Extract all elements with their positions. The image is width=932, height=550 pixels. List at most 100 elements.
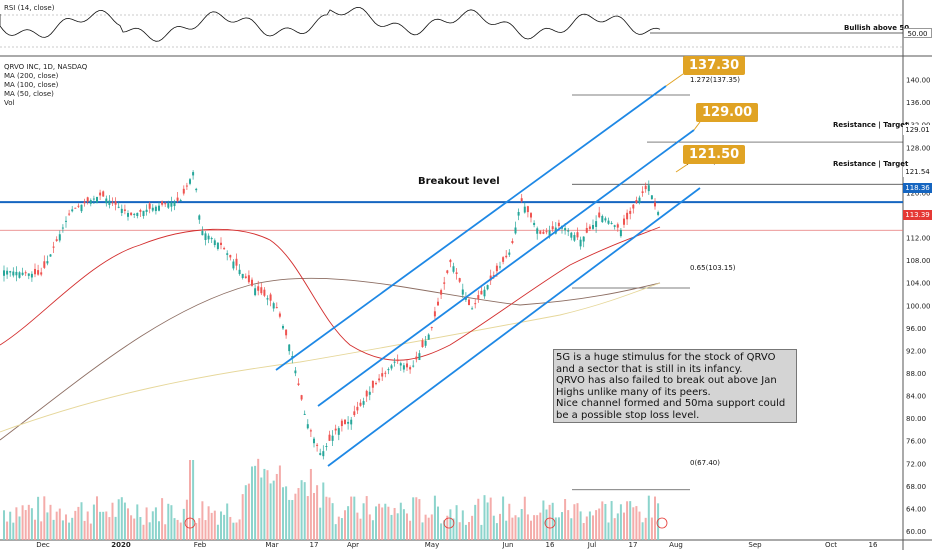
volume-bar bbox=[629, 501, 632, 540]
x-tick-label: 16 bbox=[869, 541, 878, 549]
candle-body bbox=[446, 270, 449, 273]
candle-body bbox=[616, 224, 619, 228]
volume-bar bbox=[328, 497, 331, 540]
candle-body bbox=[365, 390, 368, 397]
volume-bar bbox=[390, 514, 393, 540]
volume-bar bbox=[52, 519, 55, 540]
volume-bar bbox=[567, 510, 570, 540]
candle-body bbox=[294, 370, 297, 374]
volume-bar bbox=[623, 512, 625, 540]
volume-bar bbox=[477, 498, 480, 540]
candle-body bbox=[71, 209, 74, 212]
candle-body bbox=[585, 227, 588, 233]
candle-body bbox=[179, 200, 182, 202]
volume-bar bbox=[251, 466, 253, 540]
candle-body bbox=[3, 270, 5, 276]
volume-bar bbox=[61, 520, 64, 540]
candle-body bbox=[604, 218, 607, 221]
volume-bar bbox=[350, 496, 353, 540]
volume-bar bbox=[254, 465, 257, 540]
candle-body bbox=[619, 229, 622, 237]
candle-body bbox=[229, 255, 232, 258]
candle-body bbox=[176, 197, 179, 201]
candle-body bbox=[418, 353, 421, 361]
y-tick-label: 120.00 bbox=[906, 189, 931, 197]
candle-body bbox=[530, 213, 532, 218]
rsi-legend: RSI (14, close) bbox=[4, 4, 55, 12]
candle-body bbox=[269, 294, 272, 301]
volume-bar bbox=[260, 477, 263, 540]
volume-bar bbox=[316, 485, 319, 540]
volume-bar bbox=[158, 521, 160, 540]
volume-bar bbox=[139, 516, 142, 540]
volume-bar bbox=[241, 494, 244, 540]
volume-bar bbox=[632, 507, 635, 540]
volume-bar bbox=[303, 482, 306, 540]
candle-body bbox=[65, 220, 67, 222]
volume-bar bbox=[272, 480, 275, 540]
volume-bar bbox=[269, 483, 272, 540]
candle-body bbox=[151, 207, 154, 211]
target-tag-137[interactable]: 137.30 bbox=[683, 56, 746, 75]
candle-body bbox=[30, 273, 33, 278]
rsi-50-box: 50.00 bbox=[903, 28, 932, 38]
target-tag-121[interactable]: 121.50 bbox=[683, 145, 746, 164]
volume-bar bbox=[570, 518, 573, 540]
analysis-note[interactable]: 5G is a huge stimulus for the stock of Q… bbox=[553, 349, 797, 423]
volume-bar bbox=[613, 518, 616, 540]
volume-bar bbox=[83, 520, 86, 540]
candle-body bbox=[433, 311, 436, 317]
volume-bar bbox=[455, 505, 458, 540]
candle-body bbox=[105, 198, 108, 204]
candle-body bbox=[46, 261, 49, 264]
volume-bar bbox=[545, 509, 548, 540]
candle-body bbox=[517, 212, 520, 216]
candle-body bbox=[582, 236, 585, 242]
candle-body bbox=[24, 272, 27, 274]
volume-bar bbox=[309, 468, 312, 540]
volume-bar bbox=[480, 524, 483, 540]
candle-body bbox=[468, 299, 470, 305]
volume-bar bbox=[424, 514, 427, 540]
candle-body bbox=[285, 329, 288, 336]
candle-body bbox=[170, 202, 173, 207]
candle-body bbox=[576, 232, 579, 238]
volume-bar bbox=[6, 521, 9, 540]
volume-bar bbox=[474, 504, 477, 540]
volume-bar bbox=[523, 496, 526, 540]
volume-bar bbox=[266, 470, 269, 540]
candle-body bbox=[167, 203, 170, 208]
candle-body bbox=[316, 444, 319, 446]
y-tick-label: 128.00 bbox=[906, 144, 931, 152]
candle-body bbox=[111, 202, 114, 204]
candle-body bbox=[421, 340, 424, 347]
candle-body bbox=[437, 301, 439, 306]
earnings-marker bbox=[443, 517, 455, 529]
volume-bar bbox=[514, 515, 517, 540]
candle-body bbox=[37, 270, 40, 275]
volume-bar bbox=[458, 522, 461, 540]
candle-body bbox=[471, 308, 474, 310]
volume-bar bbox=[421, 522, 424, 540]
candle-body bbox=[452, 266, 455, 272]
volume-bar bbox=[244, 485, 247, 540]
volume-bar bbox=[313, 492, 315, 540]
volume-bar bbox=[387, 506, 390, 540]
target-tag-129[interactable]: 129.00 bbox=[696, 103, 759, 122]
volume-bar bbox=[288, 499, 291, 540]
volume-bar bbox=[18, 516, 21, 540]
candle-body bbox=[511, 241, 514, 243]
y-tick-label: 76.00 bbox=[906, 438, 926, 446]
x-tick-label: Mar bbox=[265, 541, 278, 549]
candle-body bbox=[588, 226, 591, 229]
volume-bar bbox=[3, 510, 5, 540]
y-tick-label: 100.00 bbox=[906, 302, 931, 310]
volume-bar bbox=[601, 501, 604, 540]
volume-bar bbox=[517, 517, 520, 540]
candle-body bbox=[502, 257, 505, 262]
volume-bar bbox=[415, 497, 418, 540]
volume-bar bbox=[492, 515, 495, 540]
volume-bar bbox=[564, 499, 567, 540]
volume-bar bbox=[582, 522, 585, 540]
